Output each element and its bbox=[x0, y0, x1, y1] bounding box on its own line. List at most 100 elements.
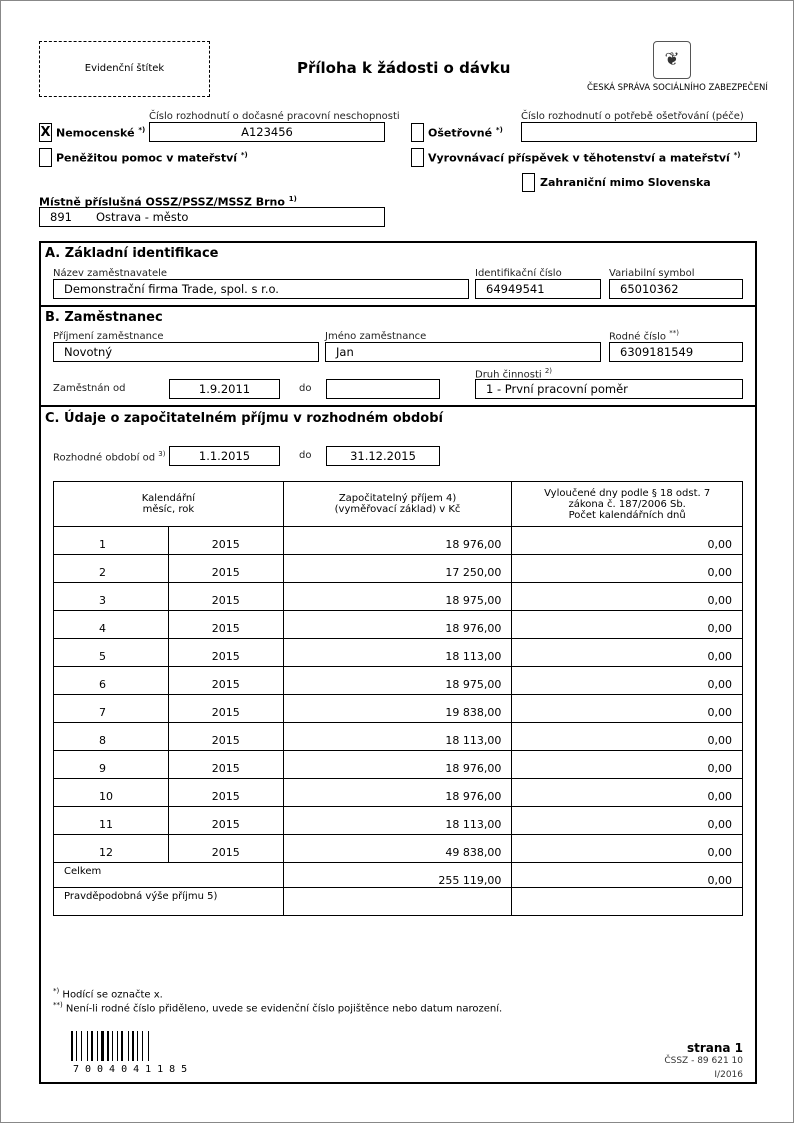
zahranicni-checkbox[interactable] bbox=[522, 173, 535, 192]
total-days: 0,00 bbox=[511, 862, 743, 888]
month-cell: 6 bbox=[53, 666, 169, 695]
employed-from-label: Zaměstnán od bbox=[53, 383, 126, 394]
probable-row: Pravděpodobná výše příjmu 5) bbox=[53, 887, 743, 916]
days-cell: 0,00 bbox=[511, 778, 743, 807]
barcode-bar bbox=[78, 1031, 80, 1061]
table-row: 4 2015 18 976,00 0,00 bbox=[53, 610, 743, 639]
year-cell: 2015 bbox=[167, 582, 284, 611]
barcode bbox=[71, 1031, 186, 1061]
period-from-input[interactable]: 1.1.2015 bbox=[169, 446, 280, 466]
form-code: ČSSZ - 89 621 10 bbox=[664, 1056, 743, 1066]
barcode-bar bbox=[87, 1031, 88, 1061]
barcode-bar bbox=[150, 1031, 152, 1061]
office-input[interactable]: 891 Ostrava - město bbox=[39, 207, 385, 227]
ico-input[interactable]: 64949541 bbox=[475, 279, 601, 299]
page-title: Příloha k žádosti o dávku bbox=[297, 59, 511, 77]
days-cell: 0,00 bbox=[511, 582, 743, 611]
table-row: 5 2015 18 113,00 0,00 bbox=[53, 638, 743, 667]
month-cell: 8 bbox=[53, 722, 169, 751]
table-row: 8 2015 18 113,00 0,00 bbox=[53, 722, 743, 751]
income-cell: 18 976,00 bbox=[282, 778, 513, 807]
period-label: Rozhodné období od 3) bbox=[53, 450, 166, 464]
firstname-input[interactable]: Jan bbox=[325, 342, 601, 362]
total-income: 255 119,00 bbox=[282, 862, 513, 888]
barcode-number: 7004041185 bbox=[73, 1064, 194, 1075]
barcode-bar bbox=[114, 1031, 116, 1061]
total-row: Celkem 255 119,00 0,00 bbox=[53, 862, 743, 888]
firstname-label: Jméno zaměstnance bbox=[325, 331, 427, 342]
days-cell: 0,00 bbox=[511, 834, 743, 863]
income-cell: 49 838,00 bbox=[282, 834, 513, 863]
barcode-bar bbox=[124, 1031, 127, 1061]
days-cell: 0,00 bbox=[511, 806, 743, 835]
surname-input[interactable]: Novotný bbox=[53, 342, 319, 362]
year-cell: 2015 bbox=[167, 750, 284, 779]
osetrovne-checkbox[interactable] bbox=[411, 123, 424, 142]
month-cell: 10 bbox=[53, 778, 169, 807]
year-cell: 2015 bbox=[167, 610, 284, 639]
rc-label: Rodné číslo **) bbox=[609, 329, 679, 343]
income-table: Kalendářní měsíc, rok Započitatelný příj… bbox=[53, 481, 743, 916]
barcode-bar bbox=[148, 1031, 149, 1061]
cssz-logo-icon: ❦ bbox=[653, 41, 691, 79]
section-b-title: B. Zaměstnanec bbox=[45, 310, 163, 325]
year-cell: 2015 bbox=[167, 638, 284, 667]
employer-input[interactable]: Demonstrační firma Trade, spol. s r.o. bbox=[53, 279, 469, 299]
activity-input[interactable]: 1 - První pracovní poměr bbox=[475, 379, 743, 399]
days-cell: 0,00 bbox=[511, 750, 743, 779]
activity-label: Druh činnosti 2) bbox=[475, 367, 553, 381]
section-a-title: A. Základní identifikace bbox=[45, 246, 219, 261]
penezita-checkbox[interactable] bbox=[39, 148, 52, 167]
sick-decision-input[interactable]: A123456 bbox=[149, 122, 385, 142]
period-to-input[interactable]: 31.12.2015 bbox=[326, 446, 440, 466]
barcode-bar bbox=[76, 1031, 77, 1061]
month-cell: 11 bbox=[53, 806, 169, 835]
month-cell: 7 bbox=[53, 694, 169, 723]
year-cell: 2015 bbox=[167, 666, 284, 695]
year-cell: 2015 bbox=[167, 694, 284, 723]
days-cell: 0,00 bbox=[511, 610, 743, 639]
table-row: 7 2015 19 838,00 0,00 bbox=[53, 694, 743, 723]
barcode-bar bbox=[144, 1031, 147, 1061]
vyrovnavaci-checkbox[interactable] bbox=[411, 148, 424, 167]
employed-to-label: do bbox=[299, 383, 312, 394]
year-cell: 2015 bbox=[167, 722, 284, 751]
income-cell: 18 976,00 bbox=[282, 526, 513, 555]
month-cell: 4 bbox=[53, 610, 169, 639]
barcode-bar bbox=[101, 1031, 104, 1061]
employed-to-input[interactable] bbox=[326, 379, 440, 399]
barcode-bar bbox=[121, 1031, 123, 1061]
barcode-bar bbox=[83, 1031, 86, 1061]
income-cell: 18 975,00 bbox=[282, 582, 513, 611]
divider bbox=[39, 405, 757, 407]
period-to-label: do bbox=[299, 450, 312, 461]
col-month-header: Kalendářní měsíc, rok bbox=[53, 481, 284, 527]
care-decision-input[interactable] bbox=[521, 122, 757, 142]
osetrovne-label: Ošetřovné *) bbox=[428, 126, 503, 140]
days-cell: 0,00 bbox=[511, 526, 743, 555]
vs-input[interactable]: 65010362 bbox=[609, 279, 743, 299]
form-version: I/2016 bbox=[714, 1070, 743, 1080]
rc-input[interactable]: 6309181549 bbox=[609, 342, 743, 362]
barcode-bar bbox=[94, 1031, 96, 1061]
care-decision-label: Číslo rozhodnutí o potřebě ošetřování (p… bbox=[521, 111, 744, 122]
income-cell: 17 250,00 bbox=[282, 554, 513, 583]
barcode-bar bbox=[107, 1031, 109, 1061]
employer-label: Název zaměstnavatele bbox=[53, 268, 168, 279]
table-row: 10 2015 18 976,00 0,00 bbox=[53, 778, 743, 807]
probable-income[interactable] bbox=[282, 887, 513, 916]
table-row: 9 2015 18 976,00 0,00 bbox=[53, 750, 743, 779]
evidence-stamp-box: Evidenční štítek bbox=[39, 41, 210, 97]
penezita-label: Peněžitou pomoc v mateřství *) bbox=[56, 151, 248, 165]
employed-from-input[interactable]: 1.9.2011 bbox=[169, 379, 280, 399]
month-cell: 5 bbox=[53, 638, 169, 667]
year-cell: 2015 bbox=[167, 554, 284, 583]
nemocenske-checkbox[interactable]: X bbox=[39, 123, 52, 142]
month-cell: 9 bbox=[53, 750, 169, 779]
col-days-header: Vyloučené dny podle § 18 odst. 7 zákona … bbox=[511, 481, 743, 527]
days-cell: 0,00 bbox=[511, 638, 743, 667]
table-row: 2 2015 17 250,00 0,00 bbox=[53, 554, 743, 583]
table-row: 1 2015 18 976,00 0,00 bbox=[53, 526, 743, 555]
table-row: 12 2015 49 838,00 0,00 bbox=[53, 834, 743, 863]
